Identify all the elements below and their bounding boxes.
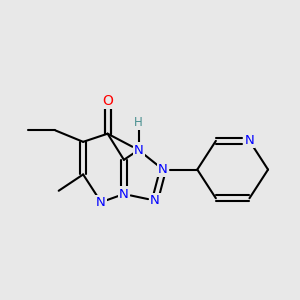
Text: H: H: [134, 116, 143, 129]
Text: N: N: [244, 134, 254, 147]
Text: N: N: [96, 196, 106, 209]
Text: N: N: [119, 188, 129, 200]
Text: N: N: [158, 163, 168, 176]
Text: N: N: [150, 194, 160, 207]
Text: O: O: [102, 94, 113, 108]
Text: N: N: [134, 143, 143, 157]
